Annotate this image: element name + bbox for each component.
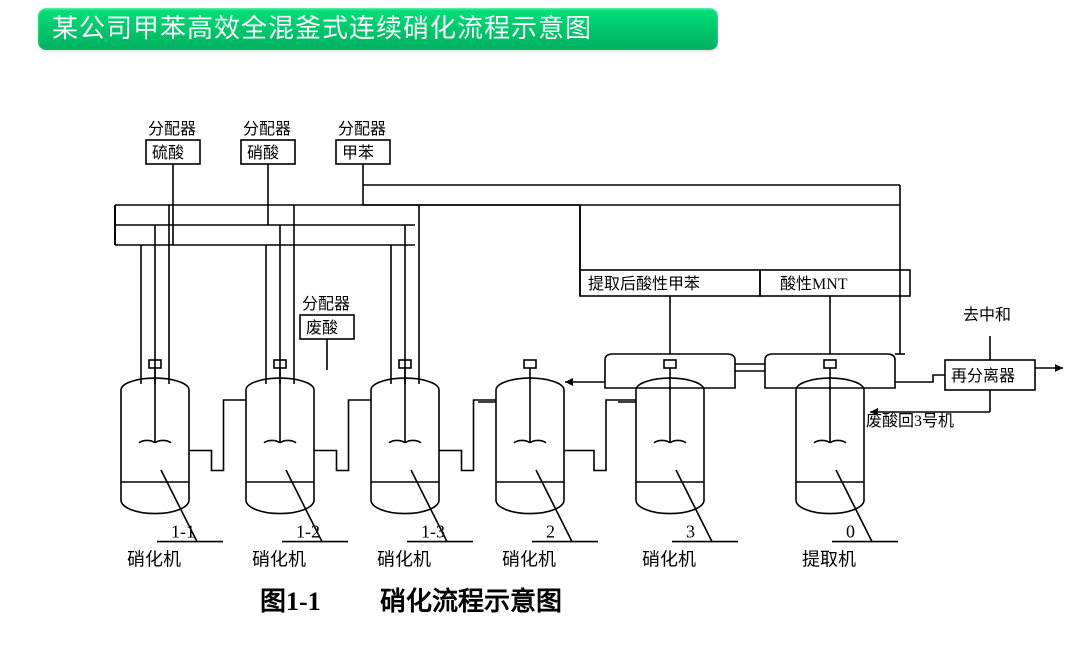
svg-text:去中和: 去中和 [963, 306, 1011, 324]
svg-text:提取后酸性甲苯: 提取后酸性甲苯 [588, 275, 700, 293]
svg-text:废酸: 废酸 [306, 319, 338, 337]
svg-text:提取机: 提取机 [802, 550, 856, 570]
svg-text:甲苯: 甲苯 [342, 144, 374, 162]
svg-text:分配器: 分配器 [338, 120, 386, 138]
svg-text:硝化机: 硝化机 [642, 550, 696, 570]
title-bar: 某公司甲苯高效全混釜式连续硝化流程示意图 [38, 8, 718, 50]
svg-text:硝化机: 硝化机 [252, 550, 306, 570]
svg-text:1-1: 1-1 [171, 522, 195, 542]
svg-text:1-3: 1-3 [421, 522, 445, 542]
svg-text:再分离器: 再分离器 [951, 367, 1015, 385]
svg-text:2: 2 [546, 522, 555, 542]
svg-text:硫酸: 硫酸 [152, 144, 184, 162]
svg-text:3: 3 [686, 522, 695, 542]
svg-text:废酸回3号机: 废酸回3号机 [866, 412, 954, 430]
page-title: 某公司甲苯高效全混釜式连续硝化流程示意图 [38, 14, 592, 43]
svg-text:分配器: 分配器 [302, 295, 350, 313]
svg-text:硝酸: 硝酸 [247, 144, 279, 162]
svg-text:硝化流程示意图: 硝化流程示意图 [380, 586, 562, 616]
svg-text:酸性MNT: 酸性MNT [780, 275, 848, 293]
svg-text:1-2: 1-2 [296, 522, 320, 542]
svg-text:硝化机: 硝化机 [377, 550, 431, 570]
svg-text:分配器: 分配器 [148, 120, 196, 138]
svg-text:硝化机: 硝化机 [502, 550, 556, 570]
svg-text:图1-1: 图1-1 [260, 587, 321, 616]
svg-text:分配器: 分配器 [243, 120, 291, 138]
process-diagram: 1-1硝化机1-2硝化机1-3硝化机2硝化机3硝化机0提取机分配器硫酸分配器硝酸… [0, 70, 1080, 630]
svg-text:0: 0 [846, 522, 855, 542]
svg-text:硝化机: 硝化机 [127, 550, 181, 570]
